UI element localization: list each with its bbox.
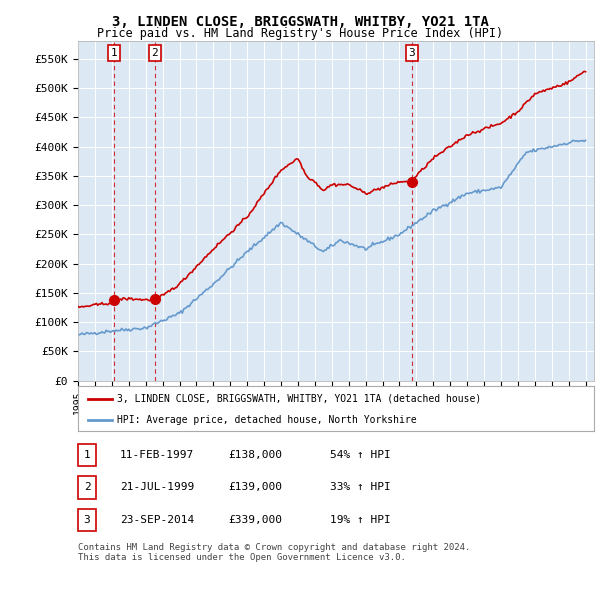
Text: £339,000: £339,000 xyxy=(228,515,282,525)
Text: 23-SEP-2014: 23-SEP-2014 xyxy=(120,515,194,525)
Text: Price paid vs. HM Land Registry's House Price Index (HPI): Price paid vs. HM Land Registry's House … xyxy=(97,27,503,40)
Text: 3, LINDEN CLOSE, BRIGGSWATH, WHITBY, YO21 1TA (detached house): 3, LINDEN CLOSE, BRIGGSWATH, WHITBY, YO2… xyxy=(116,394,481,404)
Text: 2: 2 xyxy=(83,483,91,492)
Text: 3, LINDEN CLOSE, BRIGGSWATH, WHITBY, YO21 1TA: 3, LINDEN CLOSE, BRIGGSWATH, WHITBY, YO2… xyxy=(112,15,488,29)
Text: £139,000: £139,000 xyxy=(228,483,282,492)
Text: 19% ↑ HPI: 19% ↑ HPI xyxy=(330,515,391,525)
Text: 1: 1 xyxy=(83,450,91,460)
Text: Contains HM Land Registry data © Crown copyright and database right 2024.
This d: Contains HM Land Registry data © Crown c… xyxy=(78,543,470,562)
Text: 54% ↑ HPI: 54% ↑ HPI xyxy=(330,450,391,460)
Text: 1: 1 xyxy=(110,48,117,58)
Text: 11-FEB-1997: 11-FEB-1997 xyxy=(120,450,194,460)
Text: 3: 3 xyxy=(83,515,91,525)
Text: 21-JUL-1999: 21-JUL-1999 xyxy=(120,483,194,492)
Text: 3: 3 xyxy=(409,48,415,58)
Text: 33% ↑ HPI: 33% ↑ HPI xyxy=(330,483,391,492)
Text: £138,000: £138,000 xyxy=(228,450,282,460)
Text: 2: 2 xyxy=(152,48,158,58)
Text: HPI: Average price, detached house, North Yorkshire: HPI: Average price, detached house, Nort… xyxy=(116,415,416,425)
